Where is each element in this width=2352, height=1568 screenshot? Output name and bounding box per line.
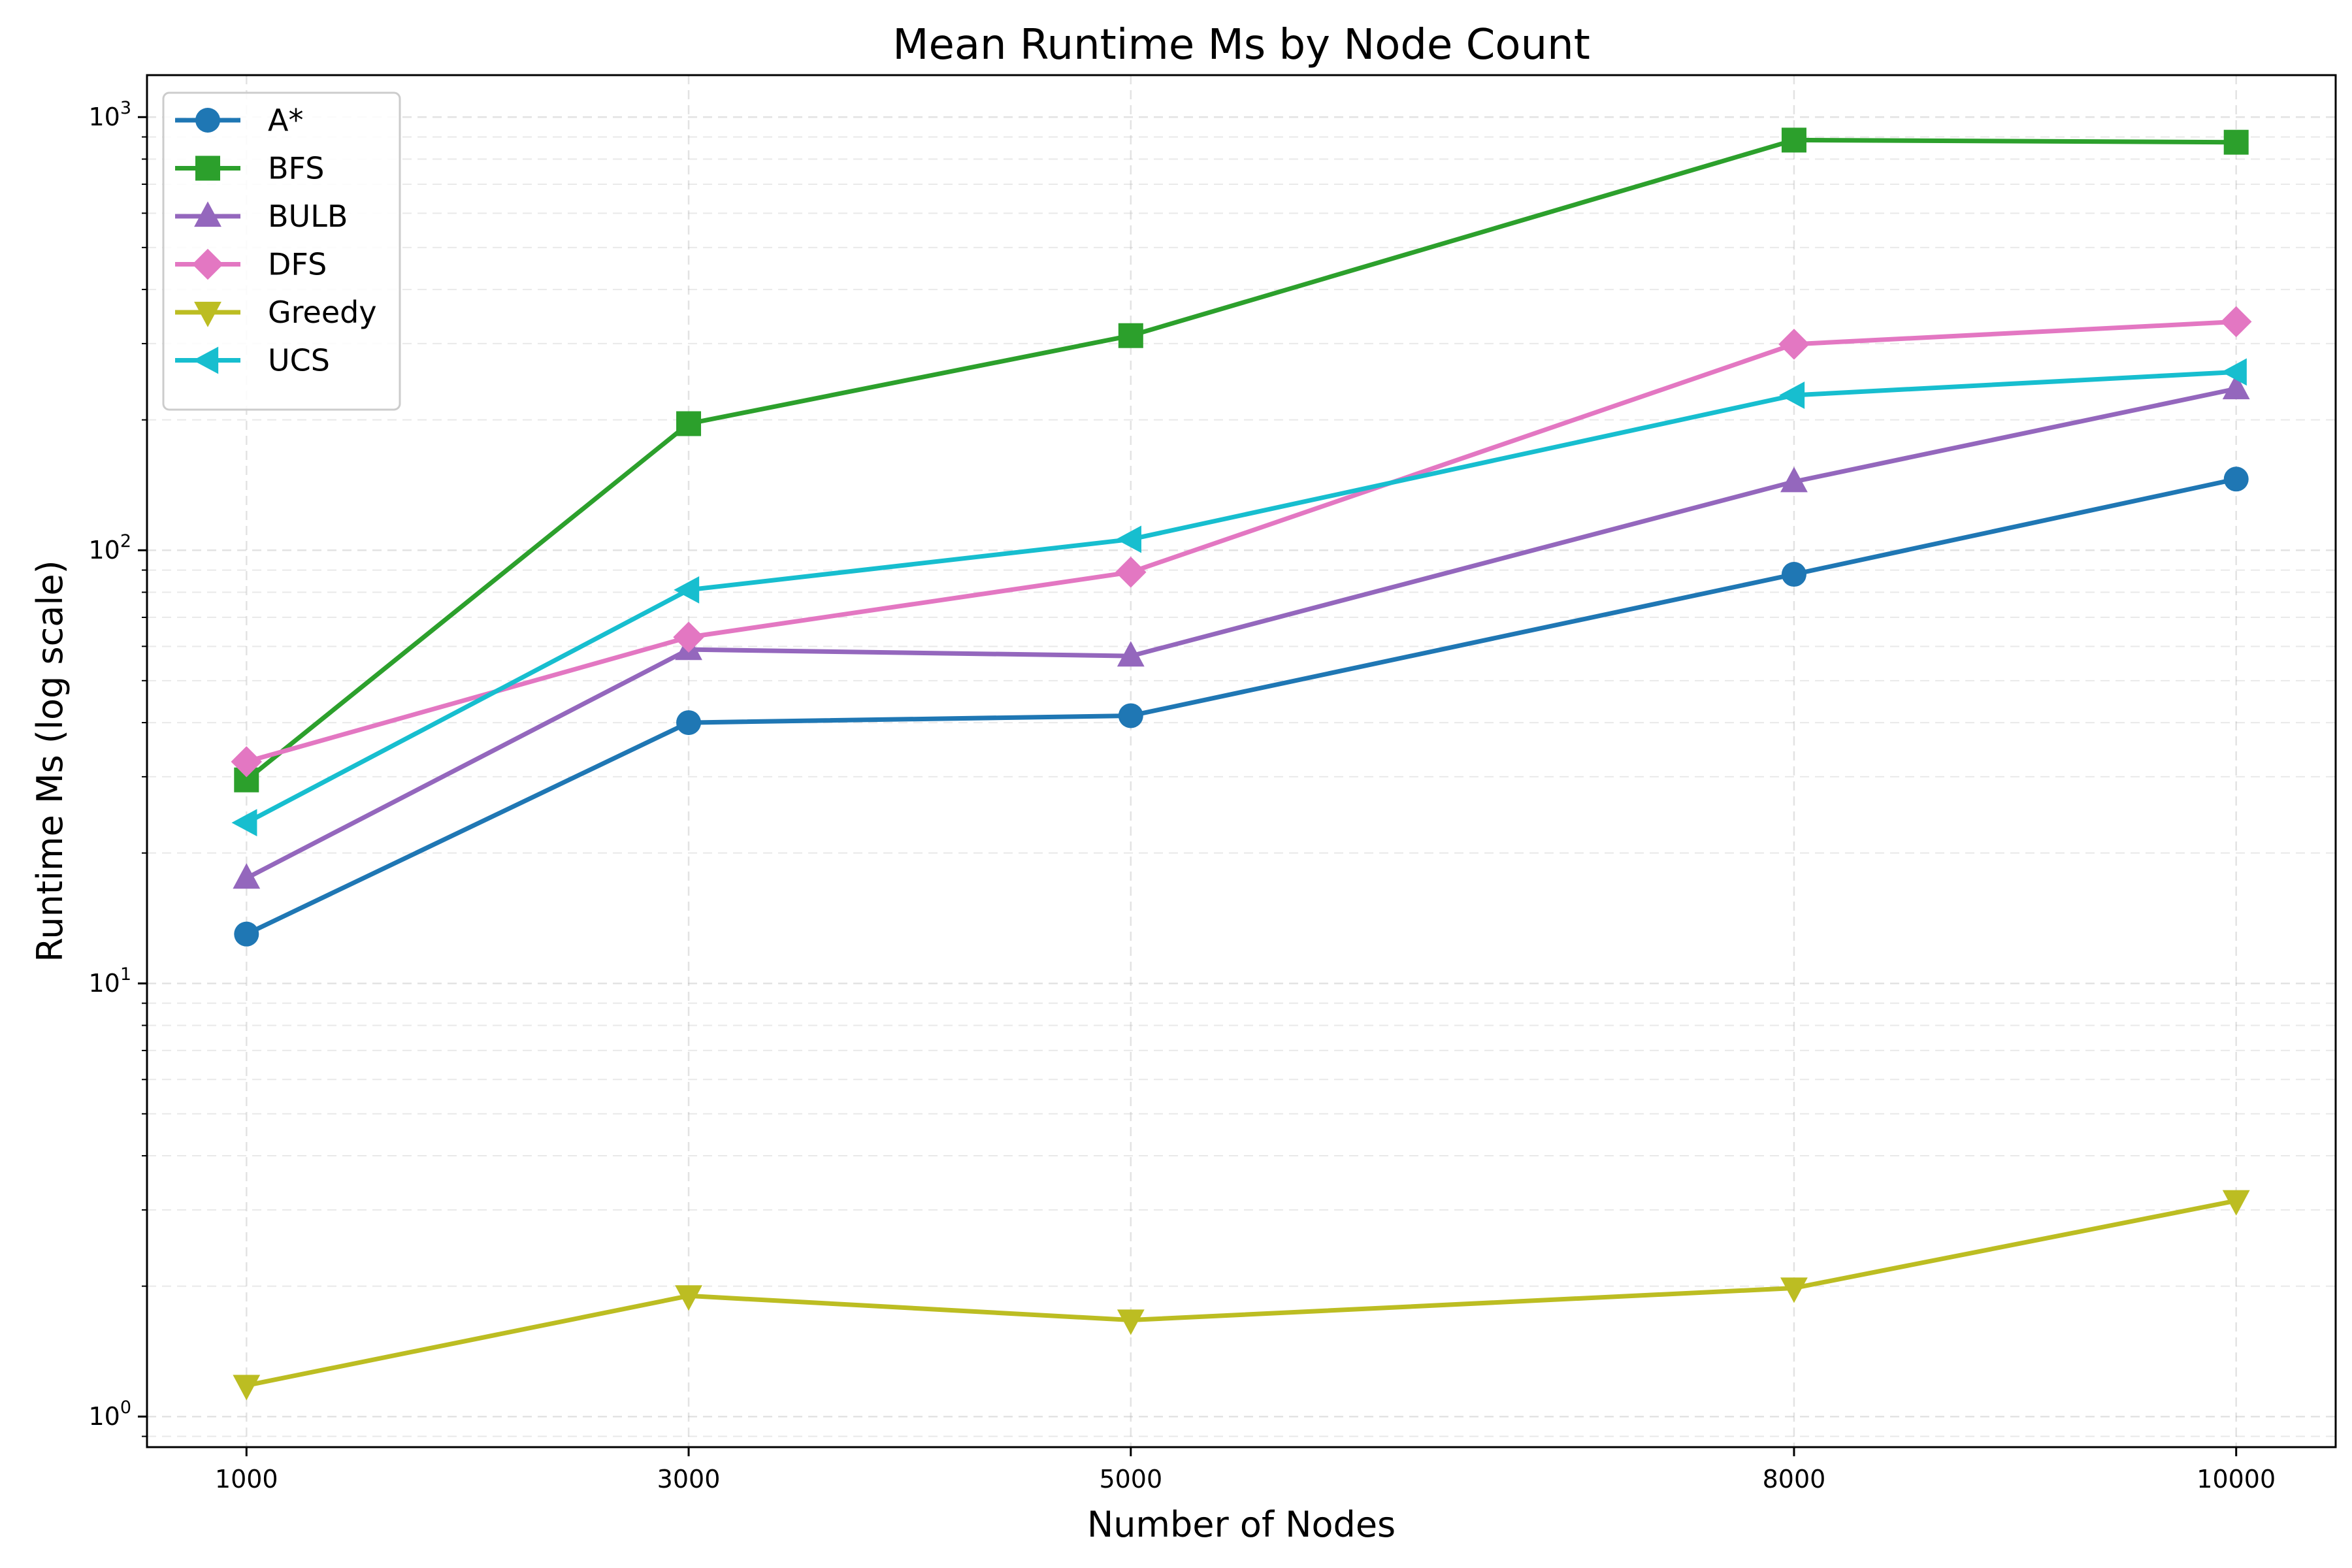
legend-item-bfs: BFS (175, 151, 324, 186)
legend-label: BFS (268, 151, 324, 186)
plot-area (146, 74, 2337, 1448)
data-point-a (676, 710, 702, 736)
series-a (234, 466, 2249, 947)
series-layer (231, 127, 2252, 1401)
x-tick-label: 8000 (1763, 1465, 1826, 1494)
series-greedy (233, 1190, 2250, 1401)
legend-box (162, 91, 401, 411)
data-point-bulb (2222, 374, 2250, 400)
axis-ticks: 1000 3000 5000 8000 10000 100 101 102 103 (88, 98, 2276, 1494)
chart-title: Mean Runtime Ms by Node Count (892, 21, 1590, 69)
data-point-ucs (1779, 382, 1805, 409)
data-point-a (1118, 703, 1143, 728)
data-point-bfs (676, 411, 702, 436)
x-tick-label: 1000 (215, 1465, 278, 1494)
legend-swatch-marker (194, 201, 221, 227)
data-point-bulb (1117, 641, 1145, 667)
series-ucs (231, 358, 2247, 837)
data-point-a (234, 921, 259, 947)
x-axis-label: Number of Nodes (1087, 1504, 1396, 1545)
x-tick-label: 3000 (657, 1465, 721, 1494)
data-point-bfs (1781, 127, 1806, 153)
x-tick-label: 10000 (2197, 1465, 2276, 1494)
legend-swatch-marker (193, 346, 219, 374)
data-point-bulb (1780, 466, 1808, 493)
legend-label: DFS (268, 247, 327, 282)
legend-swatch-marker (195, 155, 220, 181)
grid-lines (147, 75, 2336, 1447)
data-point-greedy (2222, 1190, 2250, 1216)
y-tick-label: 102 (88, 531, 131, 564)
data-point-ucs (674, 576, 700, 604)
data-point-ucs (231, 809, 257, 837)
data-point-ucs (2221, 358, 2247, 386)
x-tick-label: 5000 (1099, 1465, 1162, 1494)
data-point-dfs (2220, 306, 2252, 338)
y-axis-label: Runtime Ms (log scale) (29, 560, 71, 962)
data-point-dfs (1115, 557, 1147, 588)
series-bulb (233, 374, 2250, 889)
data-point-greedy (675, 1285, 702, 1311)
series-bfs (234, 127, 2249, 792)
data-point-greedy (1780, 1277, 1808, 1303)
data-point-greedy (1117, 1309, 1145, 1335)
data-point-dfs (1778, 329, 1810, 360)
y-tick-label: 101 (88, 964, 131, 998)
legend-label: UCS (268, 343, 330, 378)
data-point-bfs (2223, 129, 2249, 155)
data-point-dfs (231, 746, 263, 777)
y-tick-label: 103 (88, 98, 131, 131)
legend-swatch-marker (192, 248, 223, 280)
series-dfs (231, 306, 2252, 777)
legend-label: BULB (268, 199, 348, 234)
data-point-a (1781, 562, 1806, 587)
legend-item-a: A* (175, 103, 303, 138)
legend: A* BFS BULB DFS Greedy UCS (162, 91, 401, 411)
legend-swatch-marker (194, 301, 221, 327)
data-point-a (2223, 466, 2249, 492)
y-tick-label: 100 (88, 1397, 131, 1431)
data-point-bfs (1118, 323, 1143, 348)
legend-item-ucs: UCS (175, 343, 330, 378)
legend-label: Greedy (268, 295, 377, 330)
data-point-dfs (673, 621, 704, 653)
legend-item-greedy: Greedy (175, 295, 377, 330)
data-point-greedy (233, 1375, 261, 1401)
legend-item-bulb: BULB (175, 199, 348, 234)
legend-label: A* (268, 103, 303, 138)
legend-swatch-marker (195, 108, 220, 133)
legend-item-dfs: DFS (175, 247, 327, 282)
data-point-bulb (233, 863, 261, 889)
data-point-ucs (1116, 525, 1141, 553)
